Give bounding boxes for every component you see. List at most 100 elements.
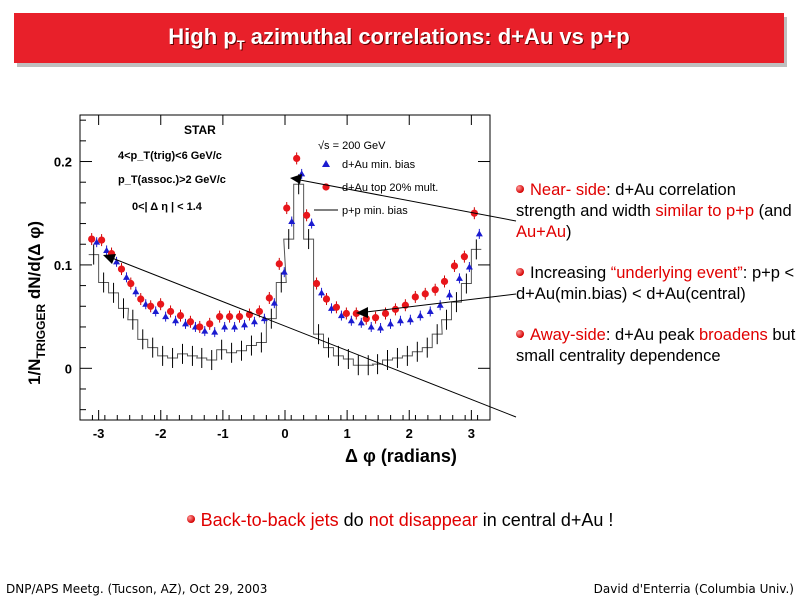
dau-central-point	[235, 313, 244, 321]
dau-central-point	[275, 260, 283, 268]
dau-minbias-point	[426, 307, 434, 314]
dau-central-point	[391, 305, 400, 313]
correlation-plot: -3 -2 -1 0 1 2 3 0 0.1 0.2 STAR 4<p_T(trig)<6 GeV…	[25, 114, 517, 466]
dau-minbias-point	[367, 323, 375, 330]
dau-central-point	[157, 300, 165, 308]
dau-central-point	[332, 303, 341, 311]
dau-minbias-point	[327, 304, 335, 311]
x-axis-label: Δ φ (radians)	[345, 446, 457, 466]
dau-minbias-point	[455, 274, 463, 281]
dau-minbias-point	[475, 230, 483, 237]
dau-central-point	[362, 315, 370, 323]
dau-minbias-point	[347, 317, 355, 324]
dau-central-point	[303, 211, 311, 219]
dau-central-point	[283, 204, 291, 212]
conclusion-line: Back-to-back jets do not disappear in ce…	[0, 510, 800, 531]
y-tick-label: 0	[65, 361, 72, 376]
dau-central-point	[88, 235, 96, 243]
dau-central-point	[411, 293, 419, 301]
bullet-dot-icon	[516, 329, 524, 338]
near-side-arrow-line	[299, 179, 517, 222]
eta-cut-label: 0<| Δ η | < 1.4	[132, 201, 203, 213]
footer-left: DNP/APS Meetg. (Tucson, AZ), Oct 29, 200…	[6, 582, 268, 596]
x-tick-label: -1	[217, 426, 229, 441]
bullet-away-side: Away-side: d+Au peak broadens but small …	[516, 326, 796, 365]
dau-minbias-point	[337, 312, 345, 319]
dau-central-point	[440, 277, 449, 286]
bullet-dot-icon	[516, 267, 524, 276]
dau-central-point	[421, 290, 429, 298]
dau-minbias-point	[436, 301, 444, 308]
dau-minbias-point	[103, 246, 111, 253]
dau-minbias-point	[308, 220, 316, 227]
dau-central-point	[381, 309, 390, 318]
trigger-cut-label: 4<p_T(trig)<6 GeV/c	[118, 150, 222, 162]
dau-central-point	[147, 302, 155, 310]
dau-central-point	[371, 314, 380, 322]
dau-central-point	[127, 279, 135, 288]
bullet-near-side: Near- side: d+Au correlation strength an…	[516, 181, 792, 241]
experiment-label: STAR	[184, 123, 216, 137]
away-side-arrowhead	[103, 254, 116, 264]
y-tick-label: 0.2	[54, 155, 72, 170]
dau-minbias-point	[113, 258, 121, 265]
away-side-arrow-line	[111, 257, 517, 418]
dau-central-point	[117, 265, 126, 273]
bullet-list: Near- side: d+Au correlation strength an…	[516, 180, 800, 387]
dau-minbias-point	[231, 323, 239, 330]
bullet-dot-icon	[186, 515, 195, 524]
dau-central-point	[460, 253, 468, 261]
x-tick-label: 3	[468, 426, 475, 441]
y-tick-label: 0.1	[54, 258, 72, 273]
dau-central-point	[322, 295, 331, 303]
legend: d+Au min. bias d+Au top 20% mult. p+p min.…	[314, 159, 438, 217]
dau-minbias-point	[270, 299, 278, 306]
dau-central-point	[176, 311, 185, 320]
dau-central-point	[137, 295, 145, 303]
dau-central-point	[293, 154, 301, 163]
dau-central-point	[206, 320, 214, 328]
dau-central-point	[225, 313, 234, 321]
x-tick-label: -2	[155, 426, 167, 441]
assoc-cut-label: p_T(assoc.)>2 GeV/c	[118, 174, 226, 186]
dau-central-point	[98, 236, 106, 244]
dau-central-point	[216, 313, 224, 321]
dau-minbias-point	[387, 320, 394, 327]
dau-minbias-point	[280, 268, 288, 275]
annotation-arrows	[103, 174, 517, 418]
dau-central-point	[312, 279, 321, 288]
dau-minbias-point	[241, 321, 249, 328]
dau-central-point	[255, 307, 263, 316]
dau-central-point	[196, 323, 204, 331]
legend-triangle-marker	[322, 160, 330, 167]
dau-minbias-point	[221, 323, 229, 330]
dau-minbias-point	[122, 273, 130, 280]
legend-label-central: d+Au top 20% mult.	[342, 182, 438, 194]
dau-minbias-point	[182, 320, 189, 327]
dau-minbias-point	[357, 319, 365, 326]
slide-title: High pT azimuthal correlations: d+Au vs …	[168, 23, 630, 53]
dau-minbias-point	[211, 328, 219, 335]
title-bar: High pT azimuthal correlations: d+Au vs …	[14, 13, 784, 63]
near-side-arrowhead	[290, 174, 302, 184]
energy-label: √s = 200 GeV	[318, 140, 386, 152]
dau-minbias-point	[93, 238, 101, 245]
dau-central-point	[450, 262, 459, 270]
legend-label-pp: p+p min. bias	[342, 205, 408, 217]
dau-minbias-point	[465, 263, 473, 270]
bullet-underlying-event: Increasing “underlying event”: p+p < d+A…	[516, 264, 795, 303]
dau-minbias-point	[288, 217, 296, 224]
dau-central-point	[431, 286, 439, 294]
dau-central-point	[352, 309, 360, 318]
dau-minbias-point	[250, 318, 258, 325]
dau-central-point	[186, 318, 195, 326]
dau-minbias-point	[132, 288, 140, 295]
underlying-arrow-line	[365, 293, 517, 313]
x-tick-label: -3	[93, 426, 105, 441]
bullet-dot-icon	[516, 184, 524, 193]
dau-minbias-point	[152, 307, 160, 314]
dau-minbias-point	[377, 324, 385, 331]
x-tick-label: 0	[281, 426, 288, 441]
dau-minbias-point	[318, 289, 326, 296]
dau-minbias-point	[416, 312, 424, 319]
